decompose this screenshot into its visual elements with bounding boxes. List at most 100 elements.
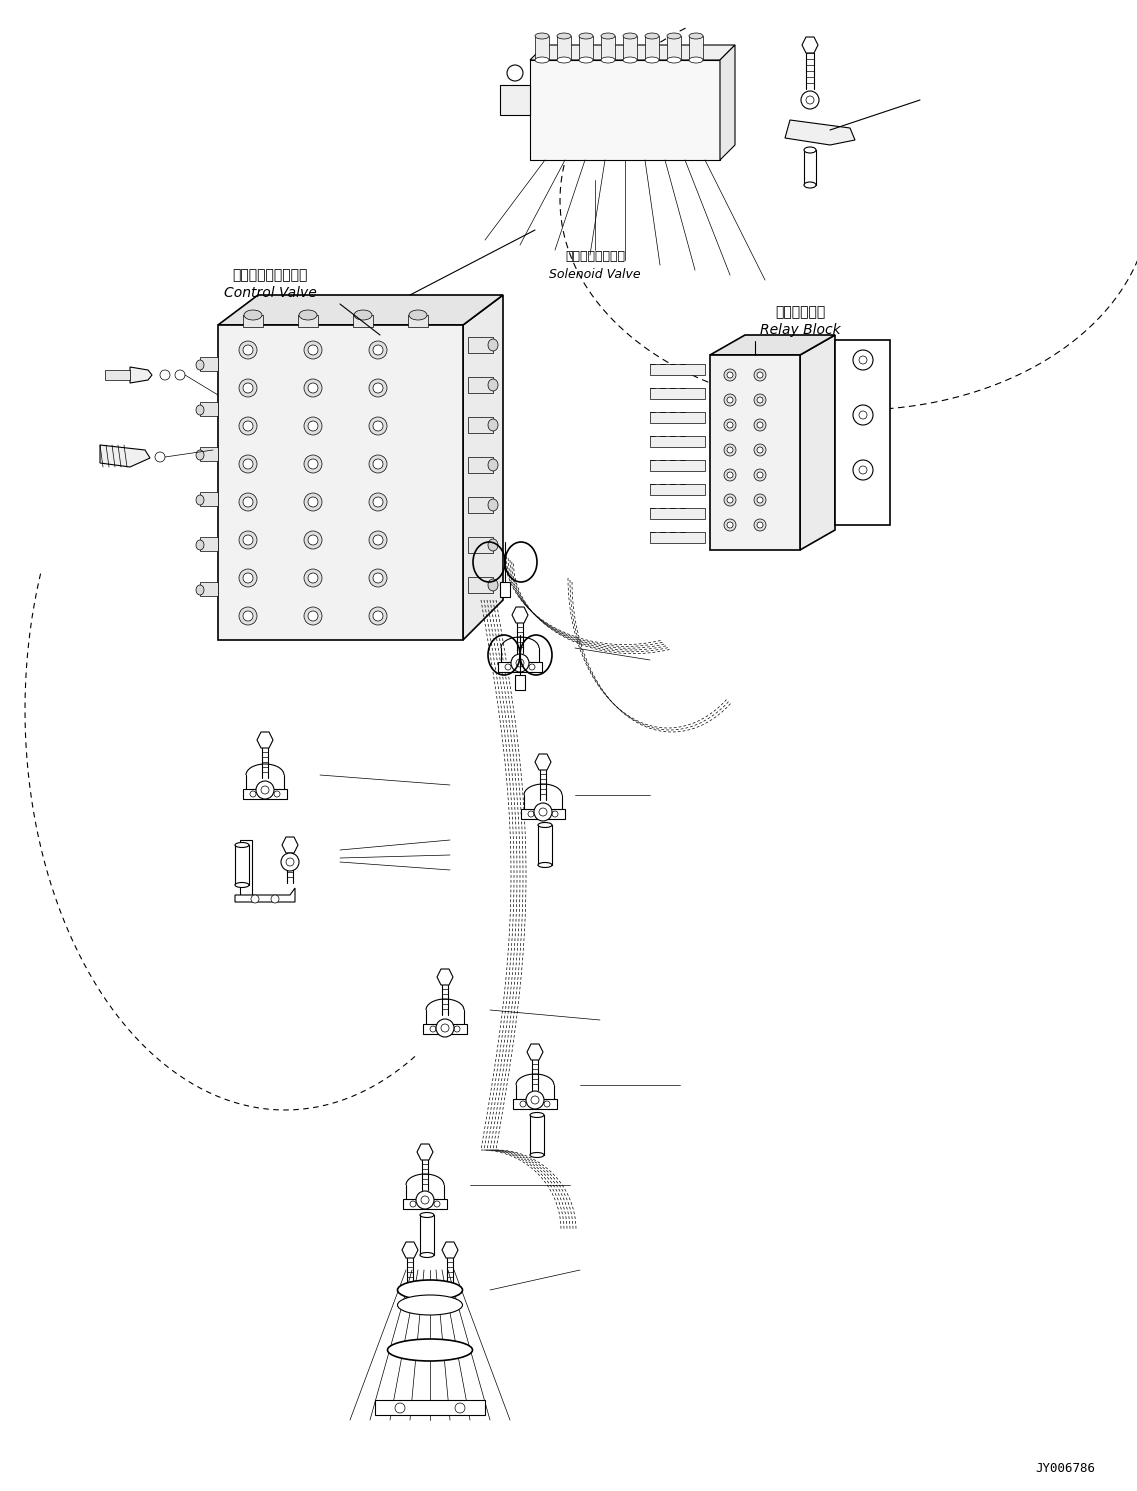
Text: 中継ブロック: 中継ブロック — [775, 306, 825, 319]
Bar — [667, 36, 681, 60]
Bar — [375, 1400, 485, 1415]
Ellipse shape — [536, 33, 549, 39]
Ellipse shape — [420, 1212, 434, 1218]
Circle shape — [727, 397, 733, 403]
Circle shape — [373, 383, 383, 394]
Circle shape — [370, 417, 387, 435]
Bar — [530, 1115, 543, 1156]
Circle shape — [370, 341, 387, 359]
Text: JY006786: JY006786 — [1035, 1463, 1095, 1475]
Polygon shape — [528, 1044, 543, 1060]
Circle shape — [304, 455, 322, 473]
Ellipse shape — [235, 883, 249, 887]
Circle shape — [239, 379, 257, 397]
Circle shape — [370, 455, 387, 473]
Bar — [408, 315, 428, 327]
Bar — [650, 364, 705, 376]
Ellipse shape — [557, 33, 571, 39]
Bar — [804, 151, 816, 185]
Ellipse shape — [299, 310, 317, 321]
Circle shape — [281, 853, 299, 871]
Circle shape — [539, 808, 547, 816]
Bar — [645, 36, 659, 60]
Circle shape — [370, 379, 387, 397]
Ellipse shape — [530, 1153, 543, 1157]
Circle shape — [505, 663, 511, 669]
Ellipse shape — [601, 57, 615, 63]
Circle shape — [435, 1018, 454, 1038]
Circle shape — [373, 573, 383, 583]
Circle shape — [370, 531, 387, 549]
Circle shape — [858, 412, 868, 419]
Circle shape — [516, 659, 524, 666]
Polygon shape — [282, 836, 298, 853]
Circle shape — [304, 494, 322, 511]
Polygon shape — [130, 367, 152, 383]
Circle shape — [304, 379, 322, 397]
Text: Control Valve: Control Valve — [224, 286, 316, 300]
Circle shape — [239, 607, 257, 625]
Circle shape — [757, 422, 763, 428]
Ellipse shape — [196, 495, 204, 505]
Circle shape — [250, 792, 256, 798]
Circle shape — [243, 497, 254, 507]
Circle shape — [243, 611, 254, 620]
Circle shape — [308, 420, 318, 431]
Circle shape — [757, 497, 763, 502]
Circle shape — [308, 573, 318, 583]
Polygon shape — [515, 675, 525, 690]
Circle shape — [757, 447, 763, 453]
Circle shape — [754, 419, 766, 431]
Ellipse shape — [601, 33, 615, 39]
Circle shape — [243, 344, 254, 355]
Polygon shape — [512, 607, 528, 623]
Polygon shape — [500, 581, 511, 596]
Polygon shape — [218, 295, 503, 325]
Circle shape — [454, 1026, 460, 1032]
Ellipse shape — [804, 182, 816, 188]
Ellipse shape — [196, 359, 204, 370]
Text: Solenoid Valve: Solenoid Valve — [549, 268, 641, 280]
Ellipse shape — [689, 57, 703, 63]
Bar — [200, 447, 218, 461]
Circle shape — [727, 522, 733, 528]
Circle shape — [308, 344, 318, 355]
Circle shape — [370, 570, 387, 587]
Bar — [650, 485, 705, 495]
Polygon shape — [442, 1242, 458, 1258]
Bar — [420, 1215, 434, 1255]
Ellipse shape — [667, 57, 681, 63]
Polygon shape — [530, 60, 720, 160]
Circle shape — [243, 459, 254, 470]
Circle shape — [304, 417, 322, 435]
Circle shape — [754, 470, 766, 482]
Bar — [468, 458, 493, 473]
Bar — [243, 789, 287, 799]
Bar — [650, 532, 705, 543]
Ellipse shape — [623, 57, 637, 63]
Circle shape — [724, 368, 736, 382]
Bar — [536, 36, 549, 60]
Circle shape — [239, 570, 257, 587]
Ellipse shape — [196, 406, 204, 414]
Ellipse shape — [488, 338, 498, 350]
Circle shape — [757, 522, 763, 528]
Polygon shape — [720, 45, 735, 160]
Polygon shape — [802, 37, 818, 54]
Circle shape — [534, 804, 551, 822]
Circle shape — [754, 394, 766, 406]
Circle shape — [724, 394, 736, 406]
Ellipse shape — [488, 499, 498, 511]
Ellipse shape — [804, 148, 816, 154]
Polygon shape — [800, 335, 835, 550]
Circle shape — [308, 497, 318, 507]
Circle shape — [724, 494, 736, 505]
Polygon shape — [530, 45, 735, 60]
Bar — [200, 537, 218, 552]
Circle shape — [243, 383, 254, 394]
Bar — [298, 315, 318, 327]
Ellipse shape — [488, 540, 498, 552]
Polygon shape — [536, 754, 551, 769]
Bar — [601, 36, 615, 60]
Circle shape — [175, 370, 185, 380]
